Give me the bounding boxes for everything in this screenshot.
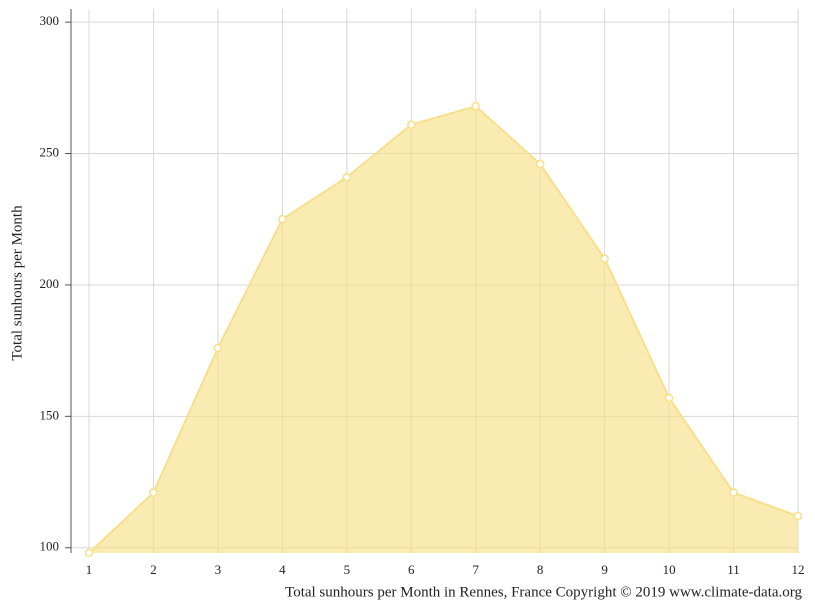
point <box>84 548 94 558</box>
x-tick-label: 8 <box>537 562 544 577</box>
point <box>600 254 609 263</box>
x-tick-label: 3 <box>215 562 222 577</box>
y-tick-label: 250 <box>40 145 60 160</box>
x-tick-label: 4 <box>279 562 286 577</box>
x-tick-label: 9 <box>601 562 608 577</box>
x-tick-label: 10 <box>663 562 676 577</box>
point <box>342 172 352 182</box>
point <box>535 159 545 169</box>
x-tick-label: 11 <box>727 562 740 577</box>
y-axis-title: Total sunhours per Month <box>9 205 25 361</box>
y-tick-label: 100 <box>40 539 60 554</box>
point <box>793 511 803 521</box>
x-axis-title: Total sunhours per Month in Rennes, Fran… <box>285 584 802 600</box>
x-tick-label: 7 <box>472 562 479 577</box>
line <box>88 105 799 554</box>
y-tick-label: 300 <box>40 13 60 28</box>
point <box>278 214 287 224</box>
point <box>213 343 223 353</box>
y-tick-label: 150 <box>40 407 60 422</box>
point <box>149 488 158 497</box>
point <box>407 120 416 129</box>
x-tick-label: 5 <box>344 562 351 577</box>
x-tick-label: 1 <box>86 562 93 577</box>
x-tick-label: 6 <box>408 562 415 577</box>
point <box>471 101 480 111</box>
x-tick-label: 12 <box>792 562 805 577</box>
y-tick-label: 200 <box>40 276 60 291</box>
point <box>664 393 674 403</box>
area <box>89 106 798 553</box>
point <box>729 488 738 497</box>
x-tick-label: 2 <box>150 562 157 577</box>
